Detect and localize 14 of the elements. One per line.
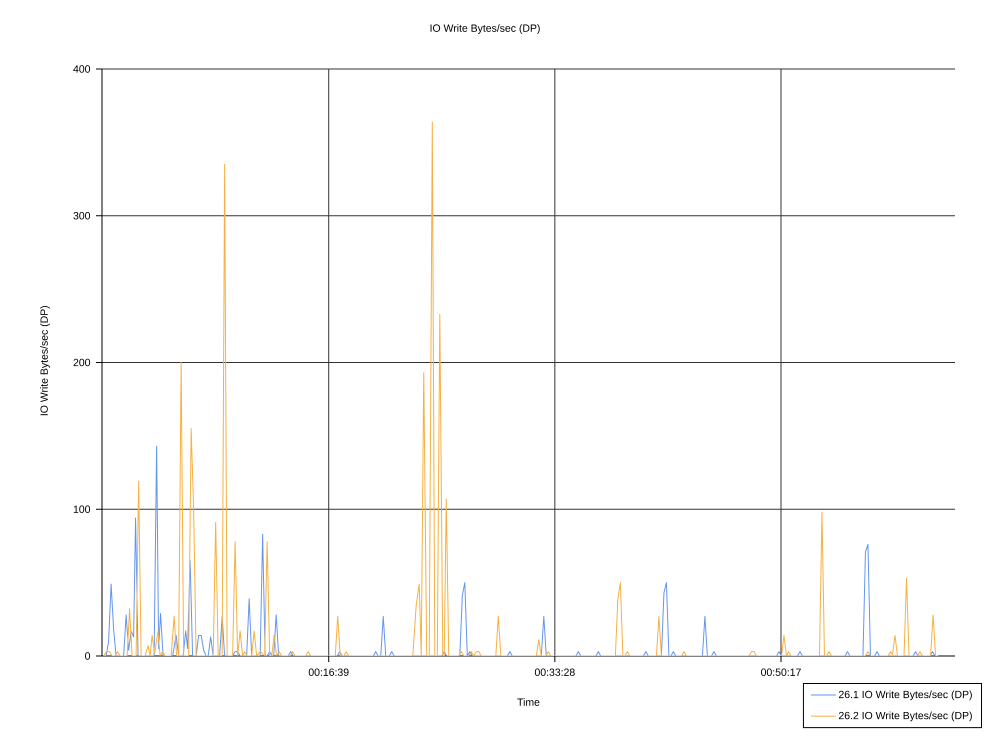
y-tick-label: 0 [85, 652, 90, 660]
y-tick-label: 400 [73, 65, 90, 73]
x-tick-label: 00:50:17 [761, 668, 801, 676]
legend-label: 26.1 IO Write Bytes/sec (DP) [838, 690, 972, 700]
chart-title: IO Write Bytes/sec (DP) [430, 24, 540, 34]
y-tick-label: 100 [74, 506, 90, 513]
line-series [103, 121, 939, 656]
x-tick-label: 00:33:28 [534, 668, 575, 676]
y-tick-label: 300 [73, 212, 90, 220]
y-tick-label: 200 [74, 358, 90, 366]
x-axis-title: Time [517, 698, 540, 706]
x-tick-label: 00:16:39 [308, 668, 349, 676]
legend-label: 26.2 IO Write Bytes/sec (DP) [838, 712, 972, 722]
y-axis-title: IO Write Bytes/sec (DP) [40, 306, 50, 416]
